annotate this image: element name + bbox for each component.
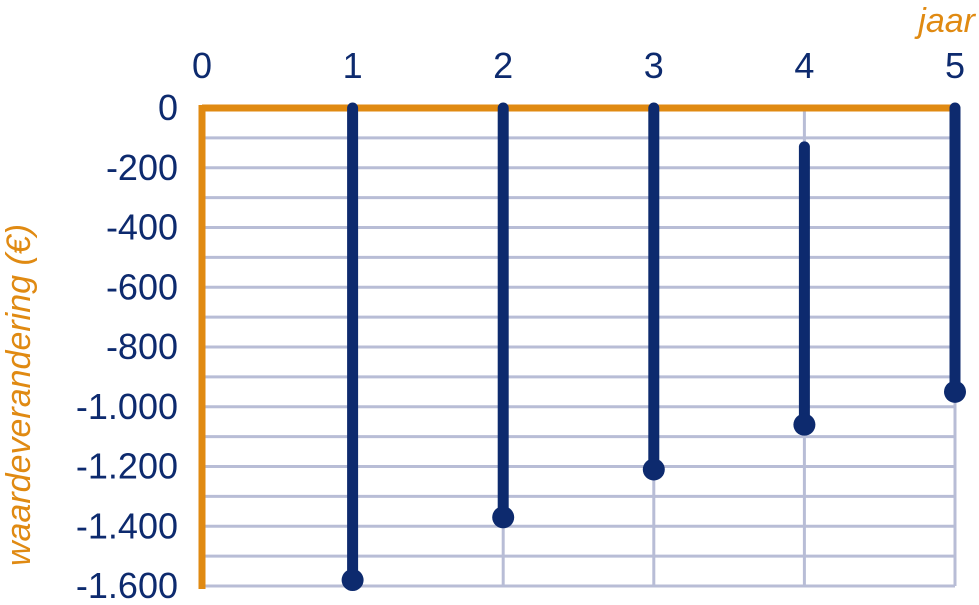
x-axis-title: jaar xyxy=(914,2,976,40)
stem-marker xyxy=(492,506,515,529)
y-tick-labels: 0 -200 -400 -600 -800 -1.000 -1.200 -1.400 -1.60… xyxy=(76,87,178,605)
stem-marker xyxy=(642,458,665,481)
y-tick-label: -800 xyxy=(106,326,178,367)
y-tick-label: -1.000 xyxy=(76,386,178,427)
x-tick-label: 4 xyxy=(794,45,814,86)
y-tick-label: -200 xyxy=(106,147,178,188)
y-axis-title: waardeverandering (€) xyxy=(0,224,38,566)
x-tick-label: 0 xyxy=(192,45,212,86)
x-tick-label: 1 xyxy=(343,45,363,86)
x-tick-label: 5 xyxy=(945,45,965,86)
axes xyxy=(198,104,955,589)
grid xyxy=(200,106,957,588)
stem-marker xyxy=(793,413,816,436)
stem-marker xyxy=(341,569,364,592)
y-tick-label: -400 xyxy=(106,207,178,248)
y-tick-label: -1.600 xyxy=(76,565,178,605)
stem-marker xyxy=(944,380,966,403)
y-tick-label: -1.400 xyxy=(76,505,178,546)
x-tick-label: 2 xyxy=(493,45,513,86)
x-tick-labels: 0 1 2 3 4 5 xyxy=(192,45,965,86)
y-tick-label: 0 xyxy=(158,87,178,128)
stems xyxy=(341,102,966,592)
x-tick-label: 3 xyxy=(644,45,664,86)
y-tick-label: -1.200 xyxy=(76,446,178,487)
y-tick-label: -600 xyxy=(106,266,178,307)
